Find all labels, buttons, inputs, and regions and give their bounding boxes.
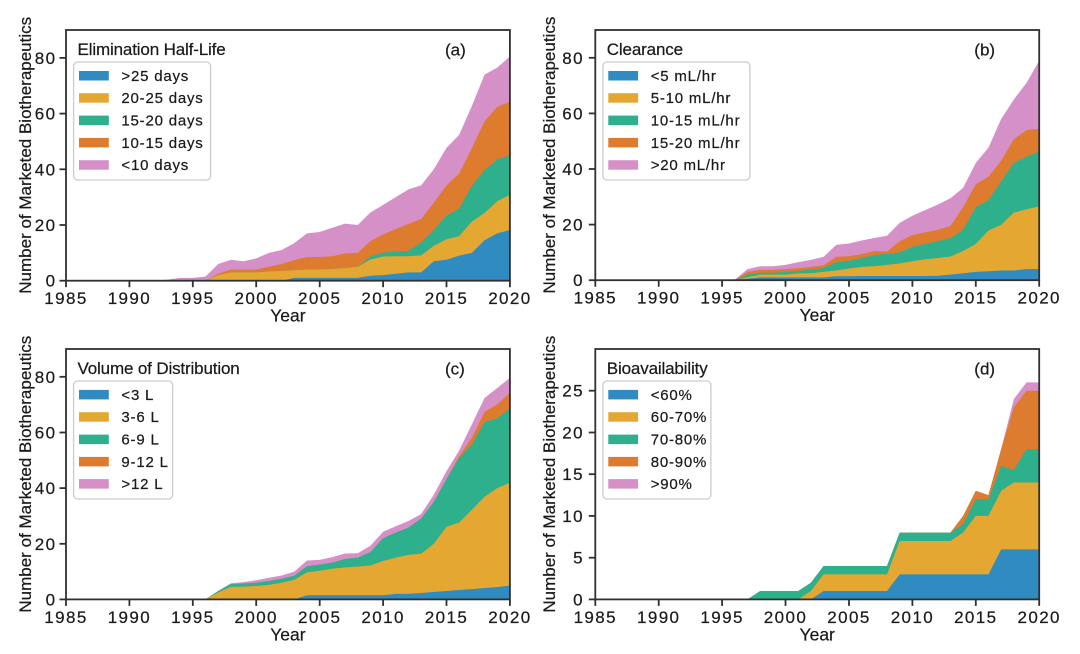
svg-text:6-9 L: 6-9 L: [121, 432, 159, 449]
svg-text:Year: Year: [800, 624, 836, 644]
svg-text:80: 80: [35, 368, 57, 387]
svg-text:2005: 2005: [298, 608, 341, 627]
svg-text:Number of Marketed Biotherapeu: Number of Marketed Biotherapeutics: [540, 17, 559, 294]
svg-text:Year: Year: [270, 624, 306, 644]
svg-text:(c): (c): [445, 360, 465, 379]
svg-text:40: 40: [562, 160, 584, 179]
svg-text:1995: 1995: [700, 289, 743, 308]
svg-text:2015: 2015: [954, 608, 997, 627]
svg-text:<5 mL/hr: <5 mL/hr: [651, 68, 717, 85]
svg-text:25: 25: [562, 382, 584, 401]
svg-text:2000: 2000: [764, 289, 807, 308]
svg-text:15: 15: [562, 465, 584, 484]
svg-text:Year: Year: [800, 305, 836, 325]
svg-text:2005: 2005: [827, 289, 870, 308]
svg-text:1990: 1990: [108, 608, 151, 627]
svg-text:10: 10: [562, 507, 584, 526]
svg-text:2005: 2005: [298, 289, 341, 308]
svg-text:0: 0: [573, 590, 584, 609]
svg-text:Elimination Half-Life: Elimination Half-Life: [78, 40, 226, 59]
svg-text:20: 20: [562, 424, 584, 443]
svg-text:Volume of Distribution: Volume of Distribution: [78, 359, 240, 378]
svg-text:60-70%: 60-70%: [651, 409, 708, 426]
svg-text:80-90%: 80-90%: [651, 454, 708, 471]
svg-text:60: 60: [35, 105, 57, 124]
svg-text:Number of Marketed Biotherapeu: Number of Marketed Biotherapeutics: [16, 17, 35, 294]
svg-text:2000: 2000: [234, 289, 277, 308]
svg-text:0: 0: [46, 590, 57, 609]
svg-text:>90%: >90%: [651, 476, 693, 493]
svg-text:Bioavailability: Bioavailability: [607, 359, 708, 378]
svg-text:1985: 1985: [44, 608, 87, 627]
svg-text:Number of Marketed Biotherapeu: Number of Marketed Biotherapeutics: [540, 336, 559, 613]
svg-text:2020: 2020: [1017, 289, 1060, 308]
svg-text:2015: 2015: [425, 608, 468, 627]
svg-text:60: 60: [35, 424, 57, 443]
svg-text:0: 0: [573, 271, 584, 290]
svg-text:2015: 2015: [425, 289, 468, 308]
svg-text:20: 20: [35, 535, 57, 554]
svg-text:5: 5: [573, 549, 584, 568]
svg-text:(a): (a): [445, 41, 466, 60]
svg-text:2010: 2010: [891, 608, 934, 627]
svg-text:1985: 1985: [574, 289, 617, 308]
svg-text:1985: 1985: [574, 608, 617, 627]
svg-text:(d): (d): [974, 360, 995, 379]
svg-text:20: 20: [562, 216, 584, 235]
svg-text:1990: 1990: [637, 289, 680, 308]
svg-text:>20 mL/hr: >20 mL/hr: [651, 157, 726, 174]
svg-text:70-80%: 70-80%: [651, 432, 708, 449]
svg-text:40: 40: [35, 479, 57, 498]
svg-text:60: 60: [562, 104, 584, 123]
svg-text:2005: 2005: [827, 608, 870, 627]
svg-text:>12 L: >12 L: [121, 476, 163, 493]
svg-text:2020: 2020: [488, 608, 531, 627]
svg-text:<3 L: <3 L: [121, 387, 154, 404]
svg-text:Number of Marketed Biotherapeu: Number of Marketed Biotherapeutics: [16, 336, 35, 613]
svg-text:<60%: <60%: [651, 387, 693, 404]
svg-text:1985: 1985: [44, 289, 87, 308]
svg-text:40: 40: [35, 160, 57, 179]
svg-text:1990: 1990: [637, 608, 680, 627]
svg-text:0: 0: [46, 272, 57, 291]
svg-text:80: 80: [562, 49, 584, 68]
svg-text:10-15 days: 10-15 days: [121, 135, 203, 152]
svg-text:1995: 1995: [700, 608, 743, 627]
svg-text:3-6 L: 3-6 L: [121, 409, 159, 426]
svg-text:1995: 1995: [171, 289, 214, 308]
svg-text:2020: 2020: [488, 289, 531, 308]
svg-text:2010: 2010: [891, 289, 934, 308]
svg-text:2000: 2000: [764, 608, 807, 627]
svg-text:Year: Year: [270, 306, 306, 326]
svg-text:2015: 2015: [954, 289, 997, 308]
svg-text:Clearance: Clearance: [607, 40, 683, 59]
svg-text:9-12 L: 9-12 L: [121, 454, 168, 471]
svg-text:1995: 1995: [171, 608, 214, 627]
svg-text:(b): (b): [974, 41, 995, 60]
svg-text:10-15 mL/hr: 10-15 mL/hr: [651, 113, 741, 130]
svg-text:80: 80: [35, 49, 57, 68]
svg-text:15-20 days: 15-20 days: [121, 113, 203, 130]
svg-text:2000: 2000: [234, 608, 277, 627]
svg-text:2010: 2010: [361, 608, 404, 627]
svg-text:>25 days: >25 days: [121, 68, 189, 85]
svg-text:1990: 1990: [108, 289, 151, 308]
svg-text:<10 days: <10 days: [121, 157, 189, 174]
svg-text:2010: 2010: [361, 289, 404, 308]
svg-text:20-25 days: 20-25 days: [121, 90, 203, 107]
svg-text:2020: 2020: [1017, 608, 1060, 627]
svg-text:15-20 mL/hr: 15-20 mL/hr: [651, 135, 741, 152]
svg-text:20: 20: [35, 216, 57, 235]
svg-text:5-10 mL/hr: 5-10 mL/hr: [651, 90, 732, 107]
